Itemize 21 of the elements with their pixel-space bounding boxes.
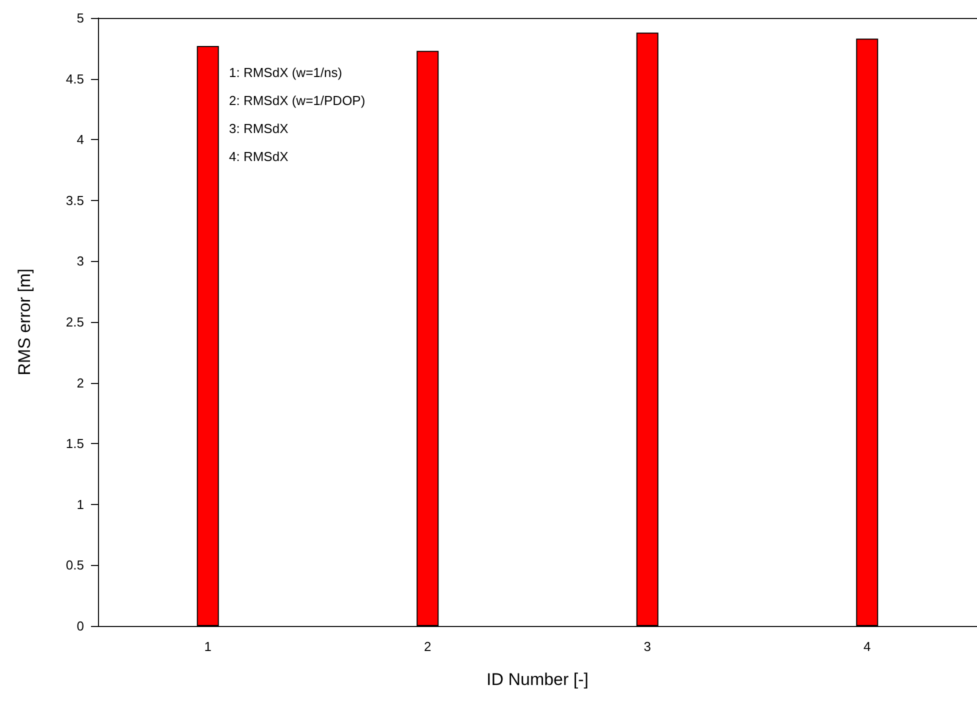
x-tick-label: 1: [204, 639, 212, 654]
y-tick-label: 1.5: [66, 436, 84, 452]
y-tick-label: 0: [76, 618, 84, 634]
x-tick-label: 4: [864, 639, 871, 654]
x-tick-label: 3: [644, 639, 651, 654]
x-axis-title: ID Number [-]: [486, 670, 589, 689]
annotation: 1: RMSdX (w=1/ns): [229, 65, 342, 80]
annotation: 3: RMSdX: [229, 121, 289, 136]
y-tick-label: 5: [76, 10, 84, 26]
y-tick-label: 2.5: [66, 314, 84, 330]
y-tick-label: 1: [76, 496, 84, 512]
annotation: 4: RMSdX: [229, 149, 289, 164]
y-tick-label: 4: [76, 132, 84, 148]
x-tick-label: 2: [424, 639, 432, 654]
y-tick-label: 4.5: [66, 71, 84, 86]
y-tick-label: 3: [76, 254, 84, 269]
y-tick-label: 0.5: [66, 558, 84, 573]
y-axis-title: RMS error [m]: [15, 268, 34, 376]
annotation: 2: RMSdX (w=1/PDOP): [229, 93, 366, 108]
y-tick-label: 3.5: [66, 192, 84, 208]
y-tick-label: 2: [76, 375, 84, 390]
